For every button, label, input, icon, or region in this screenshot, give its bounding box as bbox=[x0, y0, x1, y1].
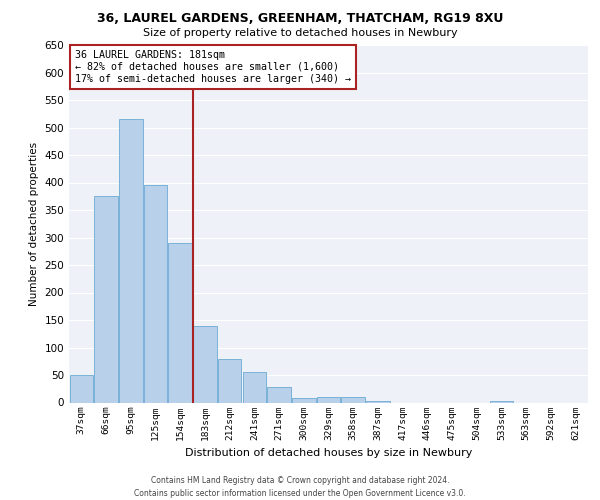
Text: 36, LAUREL GARDENS, GREENHAM, THATCHAM, RG19 8XU: 36, LAUREL GARDENS, GREENHAM, THATCHAM, … bbox=[97, 12, 503, 26]
Bar bbox=[292, 398, 316, 402]
X-axis label: Distribution of detached houses by size in Newbury: Distribution of detached houses by size … bbox=[185, 448, 472, 458]
Text: Size of property relative to detached houses in Newbury: Size of property relative to detached ho… bbox=[143, 28, 457, 38]
Bar bbox=[144, 185, 167, 402]
Bar bbox=[268, 387, 291, 402]
Y-axis label: Number of detached properties: Number of detached properties bbox=[29, 142, 39, 306]
Bar bbox=[218, 358, 241, 403]
Bar bbox=[94, 196, 118, 402]
Bar bbox=[169, 243, 192, 402]
Bar bbox=[242, 372, 266, 402]
Bar bbox=[366, 401, 389, 402]
Text: Contains HM Land Registry data © Crown copyright and database right 2024.
Contai: Contains HM Land Registry data © Crown c… bbox=[134, 476, 466, 498]
Bar bbox=[70, 375, 93, 402]
Bar bbox=[193, 326, 217, 402]
Bar bbox=[119, 120, 143, 403]
Text: 36 LAUREL GARDENS: 181sqm
← 82% of detached houses are smaller (1,600)
17% of se: 36 LAUREL GARDENS: 181sqm ← 82% of detac… bbox=[75, 50, 351, 84]
Bar bbox=[317, 397, 340, 402]
Bar bbox=[341, 397, 365, 402]
